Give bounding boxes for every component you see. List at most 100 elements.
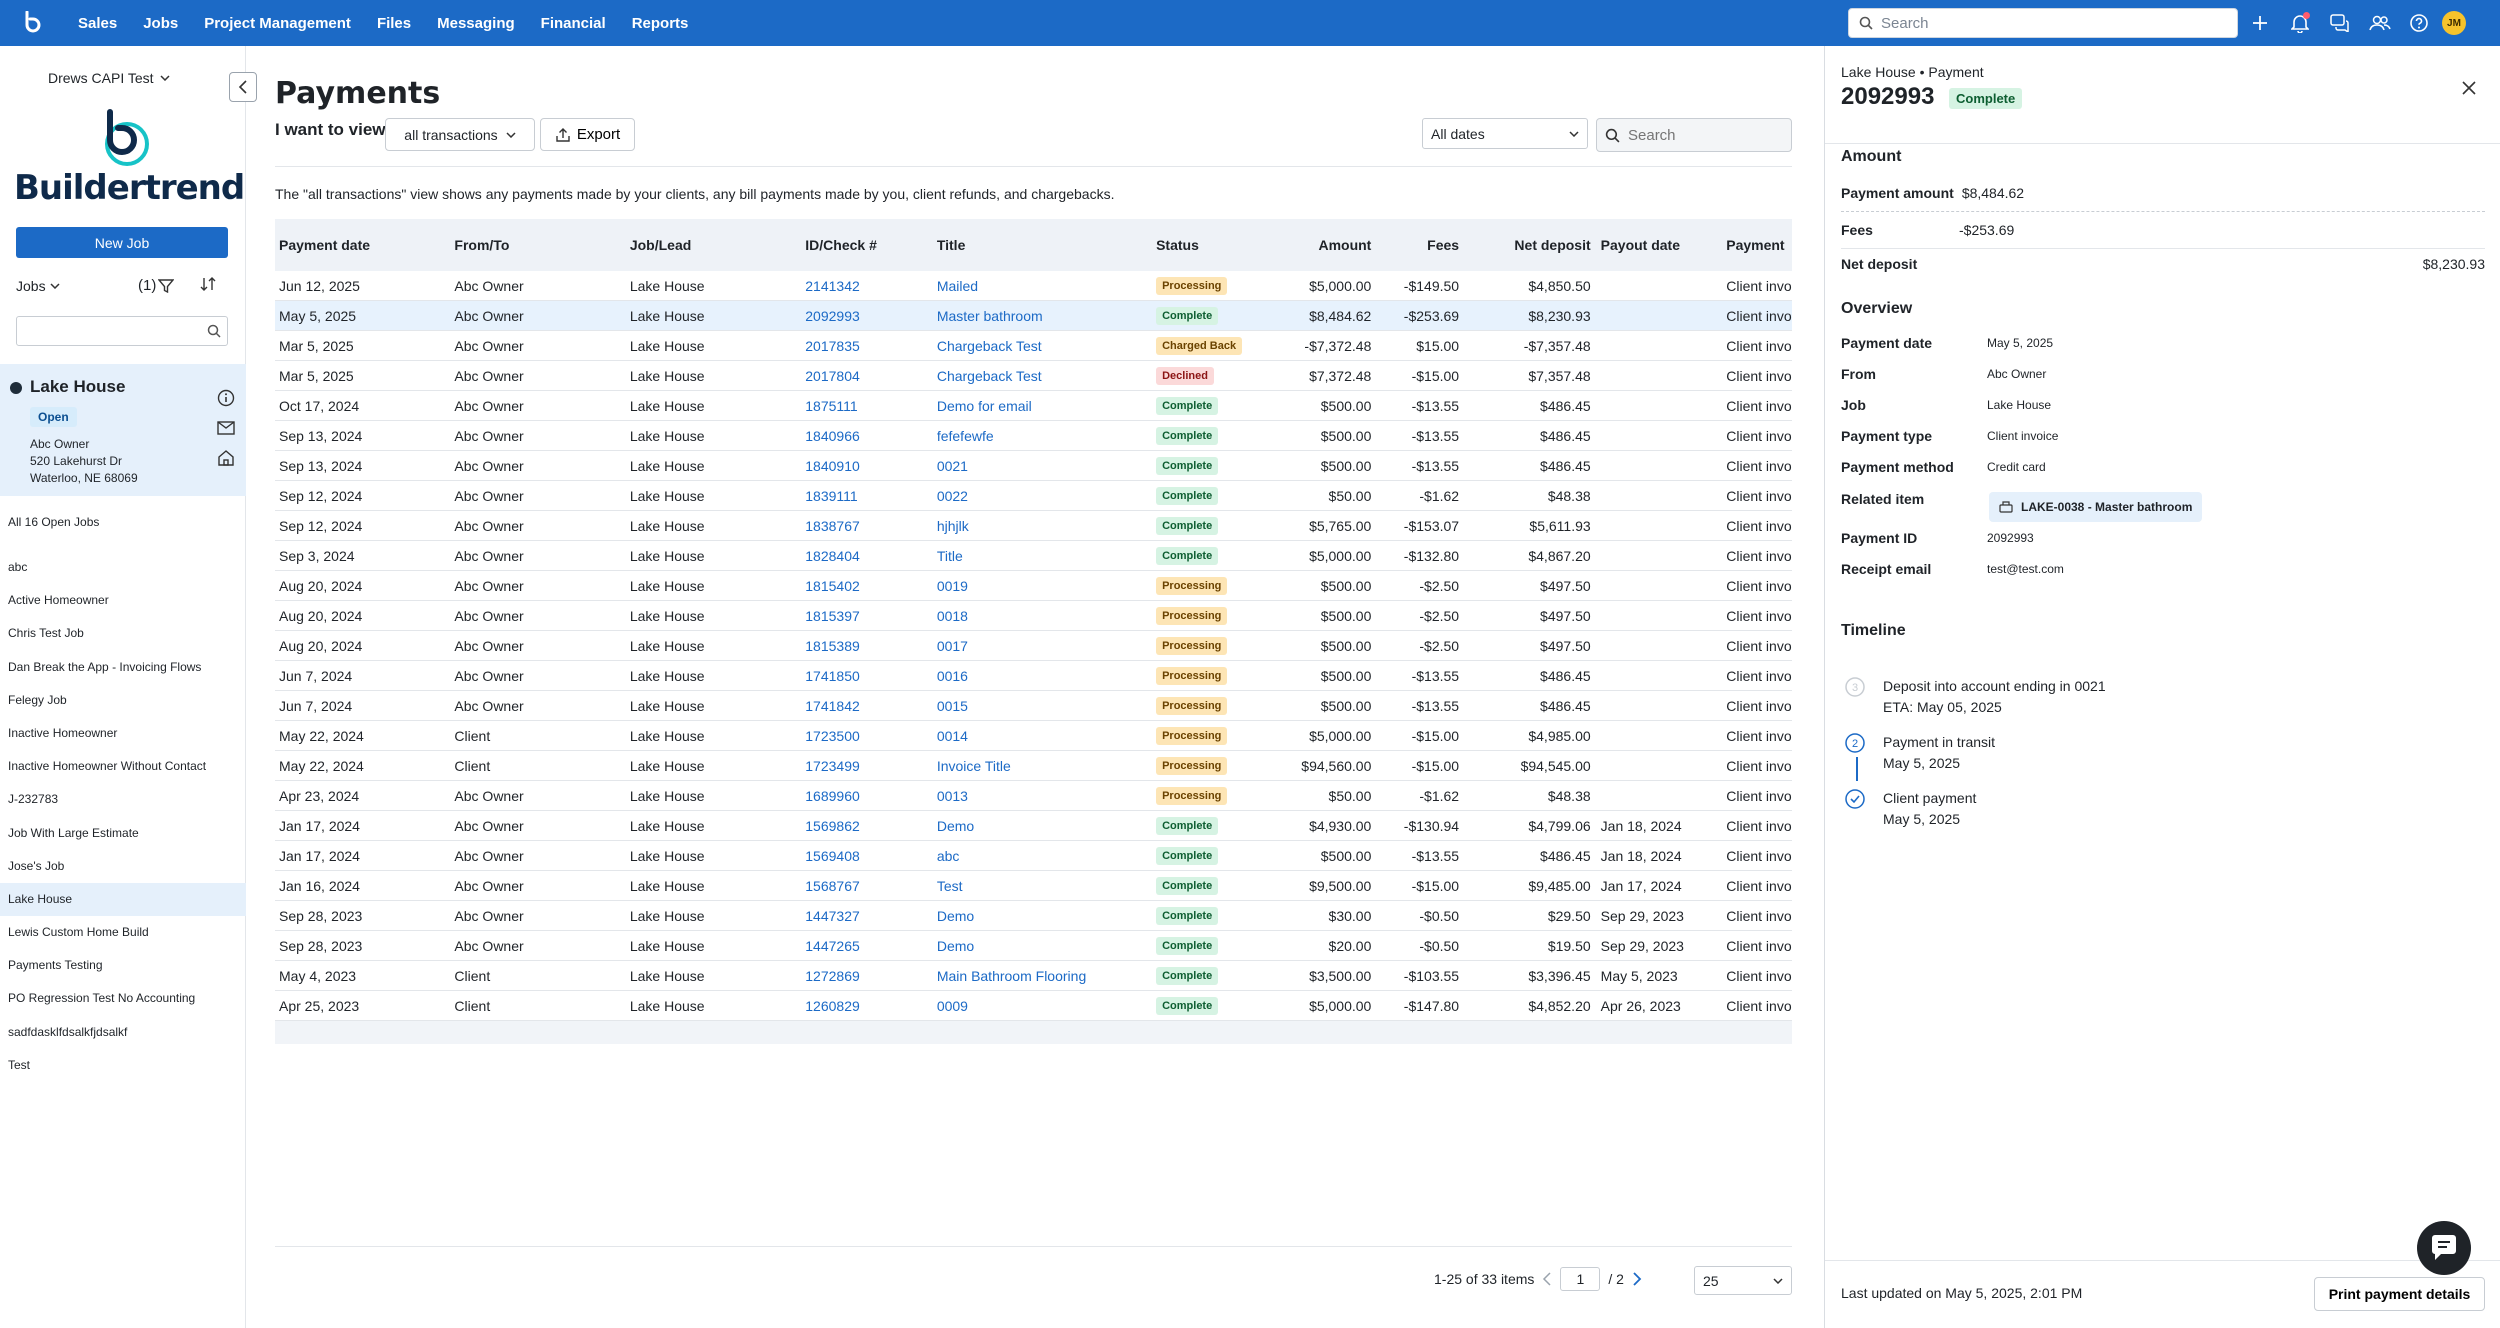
sidebar-job-item[interactable]: Lewis Custom Home Build (8, 925, 149, 940)
payment-title-link[interactable]: Invoice Title (936, 757, 1011, 774)
payment-id-link[interactable]: 2017804 (805, 367, 860, 384)
payment-id-link[interactable]: 1272869 (805, 967, 860, 984)
table-row[interactable]: May 5, 2025 Abc Owner Lake House 2092993 Mas… (275, 301, 1792, 331)
payment-title-link[interactable]: abc (936, 847, 960, 864)
table-row[interactable]: Mar 5, 2025 Abc Owner Lake House 2017835 Cha… (275, 331, 1792, 361)
column-header[interactable]: Payout date (1600, 237, 1681, 253)
collapse-sidebar-button[interactable] (229, 72, 257, 102)
payment-title-link[interactable]: Test (936, 877, 963, 894)
column-header[interactable]: Job/Lead (629, 237, 692, 253)
column-header[interactable]: ID/Check # (805, 237, 877, 253)
sidebar-job-item[interactable]: Payments Testing (8, 958, 103, 973)
payment-id-link[interactable]: 2092993 (805, 307, 860, 324)
payment-title-link[interactable]: Main Bathroom Flooring (936, 967, 1087, 984)
chat-icon[interactable] (2328, 11, 2352, 35)
table-row[interactable]: Sep 13, 2024 Abc Owner Lake House 1840966 fe… (275, 421, 1792, 451)
sidebar-job-item[interactable]: Test (8, 1057, 31, 1072)
payment-title-link[interactable]: 0018 (936, 607, 968, 624)
table-row[interactable]: Jan 16, 2024 Abc Owner Lake House 1568767 Te… (275, 871, 1792, 901)
table-row[interactable]: Mar 5, 2025 Abc Owner Lake House 2017804 Cha… (275, 361, 1792, 391)
jobs-dropdown[interactable]: Jobs (16, 278, 60, 294)
mail-icon[interactable] (216, 418, 236, 438)
payments-search-input[interactable] (1628, 126, 1778, 144)
sidebar-job-item[interactable]: Inactive Homeowner (8, 725, 118, 740)
related-item-chip[interactable]: LAKE-0038 - Master bathroom (1989, 492, 2203, 522)
payment-id-link[interactable]: 1723500 (805, 727, 860, 744)
payment-title-link[interactable]: 0021 (936, 457, 968, 474)
payment-id-link[interactable]: 1828404 (805, 547, 860, 564)
sidebar-job-item[interactable]: J-232783 (8, 792, 59, 807)
payment-title-link[interactable]: 0015 (936, 697, 968, 714)
payment-id-link[interactable]: 1840910 (805, 457, 860, 474)
close-icon[interactable] (2457, 76, 2481, 100)
bell-icon[interactable] (2288, 11, 2312, 35)
payment-id-link[interactable]: 1689960 (805, 787, 860, 804)
payment-id-link[interactable]: 1840966 (805, 427, 860, 444)
table-row[interactable]: Sep 12, 2024 Abc Owner Lake House 1838767 hj… (275, 511, 1792, 541)
payment-id-link[interactable]: 1723499 (805, 757, 860, 774)
sidebar-job-item[interactable]: PO Regression Test No Accounting (8, 991, 196, 1006)
info-icon[interactable] (216, 388, 236, 408)
home-icon[interactable] (216, 448, 236, 468)
table-row[interactable]: Jan 17, 2024 Abc Owner Lake House 1569408 ab… (275, 841, 1792, 871)
chevron-left-icon[interactable] (1542, 1272, 1552, 1286)
payment-id-link[interactable]: 1839111 (805, 487, 858, 504)
job-search-input[interactable] (23, 323, 193, 339)
payment-id-link[interactable]: 1741850 (805, 667, 860, 684)
table-row[interactable]: Oct 17, 2024 Abc Owner Lake House 1875111 De… (275, 391, 1792, 421)
payment-id-link[interactable]: 1569862 (805, 817, 860, 834)
table-row[interactable]: May 4, 2023 Client Lake House 1272869 Main B… (275, 961, 1792, 991)
payment-title-link[interactable]: 0014 (936, 727, 968, 744)
payment-title-link[interactable]: Chargeback Test (936, 367, 1042, 384)
table-row[interactable]: Jun 7, 2024 Abc Owner Lake House 1741842 001… (275, 691, 1792, 721)
payment-id-link[interactable]: 1815402 (805, 577, 860, 594)
selected-job-card[interactable]: Lake House Open Abc Owner 520 Lakehurst … (0, 364, 246, 496)
global-search-input[interactable] (1881, 14, 2221, 32)
payment-id-link[interactable]: 1260829 (805, 997, 860, 1014)
table-row[interactable]: Sep 13, 2024 Abc Owner Lake House 1840910 00… (275, 451, 1792, 481)
sidebar-job-item[interactable]: Chris Test Job (8, 626, 84, 641)
column-header[interactable]: Amount (1318, 237, 1372, 253)
sidebar-job-item[interactable]: Dan Break the App - Invoicing Flows (8, 659, 202, 674)
buildertrend-logo-icon[interactable] (18, 8, 48, 38)
nav-messaging[interactable]: Messaging (437, 14, 515, 32)
nav-project-management[interactable]: Project Management (204, 14, 351, 32)
global-search[interactable] (1848, 8, 2238, 38)
export-button[interactable]: Export (540, 118, 635, 151)
view-select[interactable]: all transactions (385, 118, 535, 151)
column-header[interactable]: Fees (1427, 237, 1460, 253)
payment-title-link[interactable]: fefefewfe (936, 427, 994, 444)
help-icon[interactable] (2407, 11, 2431, 35)
table-row[interactable]: May 22, 2024 Client Lake House 1723500 0014 P… (275, 721, 1792, 751)
nav-reports[interactable]: Reports (631, 14, 689, 32)
job-search[interactable] (16, 316, 228, 346)
table-row[interactable]: Sep 28, 2023 Abc Owner Lake House 1447265 De… (275, 931, 1792, 961)
team-icon[interactable] (2368, 11, 2392, 35)
table-row[interactable]: Jun 7, 2024 Abc Owner Lake House 1741850 001… (275, 661, 1792, 691)
payment-title-link[interactable]: 0022 (936, 487, 968, 504)
add-icon[interactable] (2248, 11, 2272, 35)
table-row[interactable]: Sep 12, 2024 Abc Owner Lake House 1839111 00… (275, 481, 1792, 511)
table-row[interactable]: Apr 23, 2024 Abc Owner Lake House 1689960 00… (275, 781, 1792, 811)
date-filter-select[interactable]: All dates (1422, 118, 1588, 149)
payment-id-link[interactable]: 1815397 (805, 607, 860, 624)
table-row[interactable]: Jan 17, 2024 Abc Owner Lake House 1569862 De… (275, 811, 1792, 841)
page-number-input[interactable]: 1 (1560, 1267, 1601, 1291)
payment-id-link[interactable]: 1741842 (805, 697, 860, 714)
payment-id-link[interactable]: 1815389 (805, 637, 860, 654)
company-switcher[interactable]: Drews CAPI Test (48, 70, 170, 86)
new-job-button[interactable]: New Job (16, 227, 228, 258)
column-header[interactable]: Payment date (279, 237, 371, 253)
table-row[interactable]: Sep 3, 2024 Abc Owner Lake House 1828404 Tit… (275, 541, 1792, 571)
table-row[interactable]: Aug 20, 2024 Abc Owner Lake House 1815397 00… (275, 601, 1792, 631)
payment-id-link[interactable]: 1838767 (805, 517, 860, 534)
page-size-select[interactable]: 25 (1694, 1266, 1792, 1295)
payment-id-link[interactable]: 2017835 (805, 337, 860, 354)
payment-title-link[interactable]: Demo (936, 907, 975, 924)
column-header[interactable]: Payment (1726, 237, 1785, 253)
nav-sales[interactable]: Sales (78, 14, 118, 32)
payment-title-link[interactable]: Master bathroom (936, 307, 1043, 324)
column-header[interactable]: Title (936, 237, 966, 253)
chat-support-button[interactable] (2417, 1221, 2471, 1275)
sidebar-job-item[interactable]: Job With Large Estimate (8, 825, 139, 840)
